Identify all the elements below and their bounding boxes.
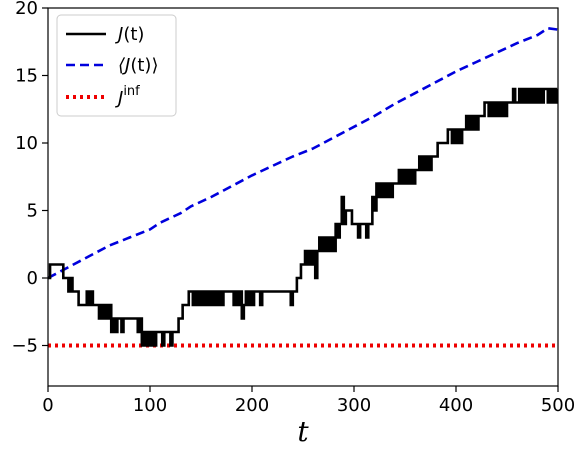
y-tick-label: 15 <box>15 66 38 87</box>
series-layer <box>48 26 558 348</box>
y-tick-label: 10 <box>15 133 38 154</box>
y-tick-label: 5 <box>27 201 38 222</box>
series-line-dashed <box>48 26 558 280</box>
y-tick-label: −5 <box>11 336 38 357</box>
x-axis-title: t <box>297 415 309 448</box>
x-tick-label: 400 <box>439 395 473 416</box>
x-tick-label: 100 <box>133 395 167 416</box>
y-tick-label: 20 <box>15 0 38 19</box>
x-tick-label: 300 <box>337 395 371 416</box>
plot-frame <box>47 7 559 387</box>
legend: J(t) ⟨J(t)⟩ Jinf <box>56 14 177 117</box>
x-axis: 0 100 200 300 400 500 <box>42 386 575 416</box>
x-tick-label: 200 <box>235 395 269 416</box>
legend-label-mean: ⟨J(t)⟩ <box>118 55 158 76</box>
series-line-solid <box>48 87 558 347</box>
y-axis: −5 0 5 10 15 20 <box>11 0 48 357</box>
y-tick-label: 0 <box>27 268 38 289</box>
legend-label-jt: J(t) <box>115 24 144 45</box>
x-tick-label: 0 <box>42 395 53 416</box>
legend-box <box>56 14 177 117</box>
legend-label-jinf: Jinf <box>115 84 140 109</box>
x-tick-label: 500 <box>541 395 575 416</box>
